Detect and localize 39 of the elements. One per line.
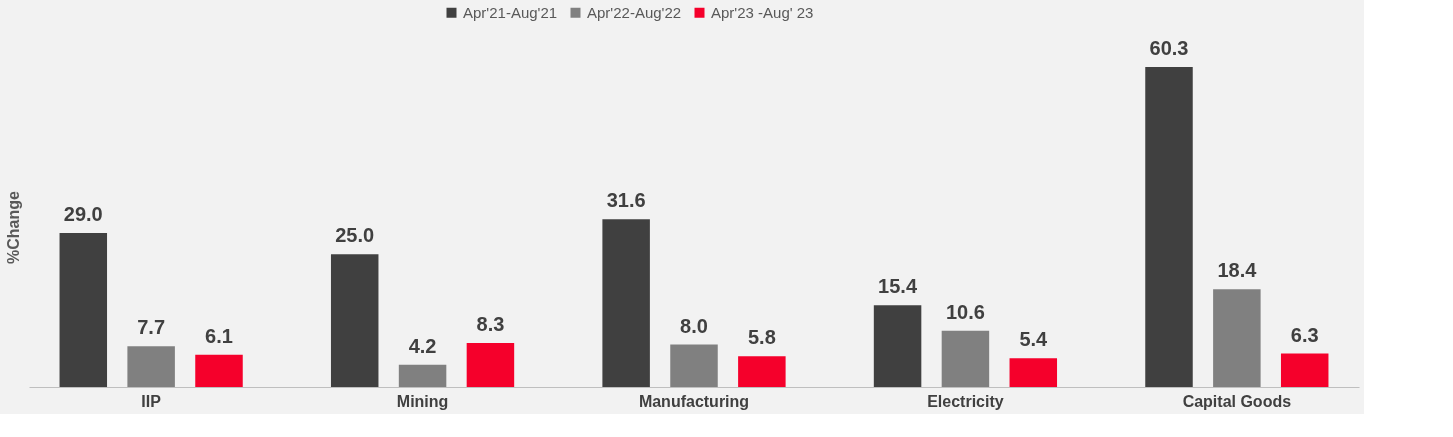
bar [330,254,379,387]
bar [1009,358,1058,387]
data-label: 5.4 [1019,328,1049,351]
legend-label: Apr'22-Aug'22 [587,3,682,21]
bar [127,346,175,387]
bar [1145,67,1193,387]
data-label: 15.4 [878,275,918,298]
x-tick-label: Capital Goods [1182,392,1292,410]
legend-label: Apr'21-Aug'21 [463,3,558,21]
data-label: 60.3 [1149,37,1189,59]
bar [398,364,447,387]
bar [602,219,650,387]
bar [941,330,990,387]
x-tick-label: Manufacturing [638,392,750,410]
bar [873,305,922,387]
x-tick-label: Mining [396,392,449,410]
y-axis-title: %Change [4,190,22,264]
legend-label: Apr'23 -Aug' 23 [711,3,814,21]
bar [59,233,108,387]
data-label: 7.7 [137,316,166,339]
data-label: 8.3 [476,312,505,335]
data-label: 29.0 [63,203,103,226]
bar [195,354,243,387]
bar [670,344,718,387]
bar [1280,353,1329,387]
x-tick-label: IIP [141,392,162,410]
data-label: 8.0 [680,314,708,337]
x-tick-label: Electricity [927,392,1004,410]
data-label: 6.3 [1290,323,1319,346]
data-label: 31.6 [606,189,646,212]
data-label: 6.1 [205,324,233,347]
bar [738,356,786,387]
data-label: 18.4 [1217,259,1258,282]
data-label: 4.2 [408,334,437,357]
bar [1213,289,1261,387]
data-label: 10.6 [945,300,985,323]
data-label: 5.8 [747,326,776,349]
data-label: 25.0 [335,224,375,247]
bar [466,342,515,387]
